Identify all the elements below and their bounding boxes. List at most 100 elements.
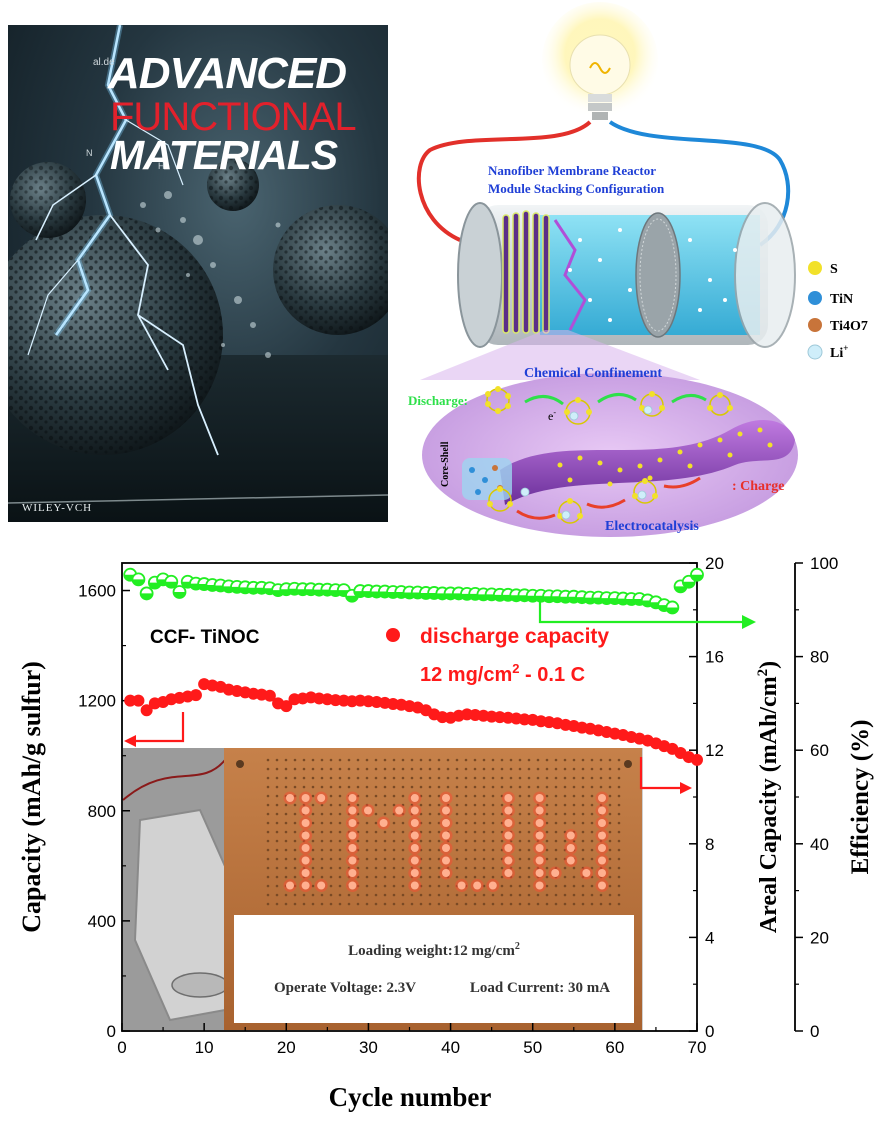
led-core: [301, 856, 310, 865]
led: [408, 791, 422, 805]
board-hole: [284, 830, 288, 834]
board-hole: [419, 902, 423, 906]
board-hole: [554, 866, 558, 870]
board-hole: [491, 803, 495, 807]
led: [533, 854, 547, 867]
led-core: [566, 831, 575, 840]
led: [595, 816, 609, 830]
board-hole: [392, 875, 396, 879]
board-hole: [527, 785, 531, 789]
board-hole: [329, 758, 333, 762]
led-core: [317, 794, 326, 802]
board-hole: [545, 893, 549, 897]
board-hole: [356, 767, 360, 771]
board-hole: [563, 875, 567, 879]
board-hole: [266, 803, 270, 807]
led: [377, 816, 391, 830]
board-hole: [437, 767, 441, 771]
cover-letter-n: N: [86, 148, 93, 158]
board-hole: [329, 830, 333, 834]
board-hole: [437, 893, 441, 897]
led: [299, 829, 313, 842]
led: [361, 804, 375, 817]
areal-tick-label: 16: [705, 648, 724, 667]
led: [501, 829, 515, 842]
board-hole: [347, 803, 351, 807]
board-hole: [545, 848, 549, 852]
board-hole: [455, 758, 459, 762]
board-hole: [365, 821, 369, 825]
legend-swatch-tin: [808, 291, 822, 305]
capacity-point: [263, 689, 276, 702]
board-hole: [590, 785, 594, 789]
species-legend: S TiN Ti4O7 Li+: [807, 261, 868, 361]
board-hole: [437, 830, 441, 834]
efficiency-tick-label: 60: [810, 741, 829, 760]
board-hole: [338, 875, 342, 879]
board-hole: [401, 866, 405, 870]
board-hole: [320, 893, 324, 897]
board-hole: [554, 893, 558, 897]
board-hole: [266, 785, 270, 789]
journal-cover: al.de ADVANCED FUNCTIONAL MATERIALS N H …: [8, 25, 388, 522]
board-hole: [374, 875, 378, 879]
board-hole: [329, 893, 333, 897]
efficiency-axis-ticks: 0 20 40 60 80 100: [795, 554, 838, 1041]
board-hole: [446, 839, 450, 843]
board-hole: [581, 830, 585, 834]
board-hole: [338, 821, 342, 825]
board-hole: [329, 785, 333, 789]
board-hole: [419, 875, 423, 879]
board-hole: [284, 902, 288, 906]
led: [283, 879, 297, 892]
board-hole: [599, 776, 603, 780]
board-hole: [365, 884, 369, 888]
led: [533, 879, 547, 892]
led: [579, 866, 593, 880]
board-hole: [383, 839, 387, 843]
led-core: [410, 856, 419, 865]
board-hole: [500, 812, 504, 816]
led-core: [410, 831, 419, 840]
board-hole: [293, 812, 297, 816]
board-hole: [338, 902, 342, 906]
board-hole: [518, 839, 522, 843]
x-axis-label: Cycle number: [329, 1082, 492, 1112]
board-hole: [437, 884, 441, 888]
board-hole: [554, 821, 558, 825]
board-hole: [590, 857, 594, 861]
board-hole: [545, 821, 549, 825]
board-hole: [527, 812, 531, 816]
board-hole: [527, 875, 531, 879]
board-hole: [572, 821, 576, 825]
board-hole: [320, 839, 324, 843]
led: [595, 866, 609, 880]
board-hole: [509, 893, 513, 897]
legend-label-s: S: [830, 262, 838, 277]
led: [299, 804, 313, 817]
board-hole: [284, 758, 288, 762]
board-hole: [572, 794, 576, 798]
board-hole: [599, 866, 603, 870]
legend-swatch-s: [808, 261, 822, 275]
board-hole: [392, 848, 396, 852]
board-hole: [365, 785, 369, 789]
led-core: [598, 844, 606, 852]
board-hole: [563, 785, 567, 789]
led-core: [598, 806, 606, 815]
x-tick-label: 10: [195, 1038, 214, 1057]
board-hole: [599, 902, 603, 906]
legend-marker: [386, 628, 400, 642]
board-hole: [608, 839, 612, 843]
board-hole: [509, 776, 513, 780]
board-hole: [500, 857, 504, 861]
board-hole: [383, 803, 387, 807]
board-hole: [473, 893, 477, 897]
board-hole: [365, 848, 369, 852]
led: [345, 841, 359, 855]
board-hole: [599, 767, 603, 771]
board-hole: [302, 866, 306, 870]
board-hole: [428, 767, 432, 771]
board-hole: [275, 830, 279, 834]
board-hole: [482, 776, 486, 780]
